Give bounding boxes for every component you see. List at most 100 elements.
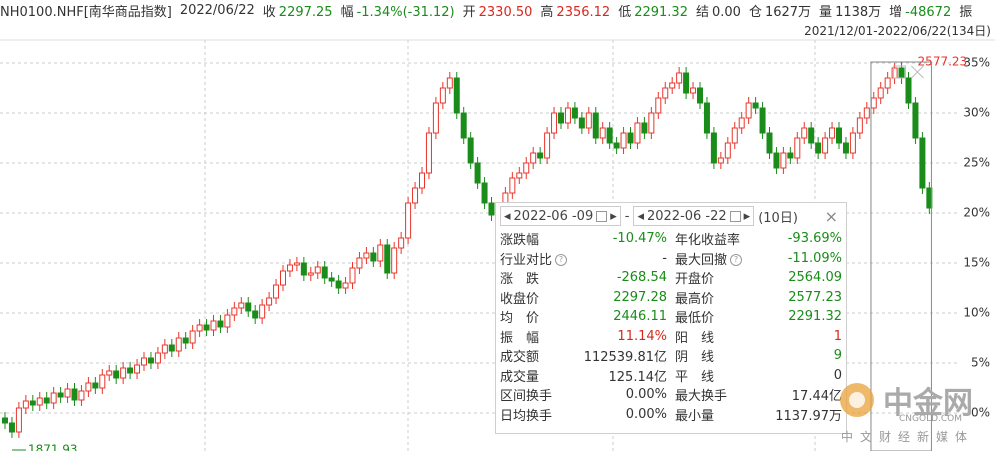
stat-label: 振 幅 — [500, 327, 580, 346]
candle-body — [523, 162, 530, 174]
candle-body — [446, 77, 453, 89]
candle-body — [627, 132, 634, 144]
field-value: -48672 — [905, 4, 952, 20]
field-label: 开 — [462, 4, 476, 20]
quote-field: 低 2291.32 — [618, 1, 688, 20]
candle-body — [766, 132, 773, 154]
stat-label-text: 最高价 — [675, 291, 715, 307]
candle-body — [127, 367, 134, 374]
quote-field: 仓 1627万 — [749, 1, 811, 20]
candle-body — [592, 112, 599, 139]
candle-body — [36, 397, 43, 406]
stat-label-text: 区间换手 — [500, 389, 553, 405]
stat-row: 行业对比? - 最大回撤? -11.09% — [496, 249, 846, 269]
stat-label-text: 平 线 — [675, 369, 715, 385]
stat-label: 均 价 — [500, 307, 580, 326]
candle-body — [759, 107, 766, 134]
candle-body — [703, 102, 710, 134]
candle-body — [801, 127, 808, 139]
candle-body — [669, 82, 676, 89]
candle-body — [564, 107, 571, 124]
candle-body — [99, 374, 106, 389]
candle-body — [752, 102, 759, 109]
stat-value: -93.69% — [787, 231, 842, 247]
candle-body — [460, 112, 467, 139]
candle-body — [724, 142, 731, 159]
candle-body — [286, 264, 293, 272]
date-box[interactable]: ◂ 2022-06 -09 ▸ — [500, 206, 621, 226]
date-box[interactable]: ◂ 2022-06 -22 ▸ — [633, 206, 755, 226]
candle-body — [439, 87, 446, 104]
candle-body — [71, 388, 78, 401]
stat-label-text: 振 幅 — [500, 330, 540, 346]
y-tick-label: 15% — [963, 256, 990, 270]
candle-body — [697, 87, 703, 104]
candle-body — [217, 320, 224, 328]
candle-body — [363, 252, 370, 259]
candle-body — [245, 302, 252, 312]
candle-body — [662, 87, 669, 99]
field-value: 2291.32 — [634, 4, 688, 20]
candle-body — [558, 112, 564, 124]
stat-value: 0 — [833, 367, 842, 383]
candle-body — [134, 364, 141, 374]
candle-body — [710, 132, 717, 164]
y-tick-label: 25% — [963, 156, 990, 170]
stat-label: 日均换手 — [500, 405, 580, 424]
stat-label: 开盘价 — [675, 268, 764, 287]
candle-body — [141, 357, 147, 366]
stat-value: 1137.97万 — [775, 408, 842, 424]
quote-field: 收 2297.25 — [263, 1, 333, 20]
quote-field: 幅 -1.34%(-31.12) — [341, 1, 455, 20]
stat-label-text: 最低价 — [675, 311, 715, 327]
help-icon: ? — [555, 254, 568, 267]
logo — [840, 383, 874, 417]
candle-body — [474, 162, 481, 184]
candle-body — [717, 157, 724, 164]
candle-body — [641, 122, 648, 134]
stats-panel: ◂ 2022-06 -09 ▸ - ◂ 2022-06 -22 ▸ (10日) … — [495, 202, 847, 434]
stat-row: 成交额 112539.81亿阴 线 9 — [496, 346, 846, 366]
stat-label: 平 线 — [675, 366, 764, 385]
stat-row: 区间换手 0.00% 最大换手 17.44亿 — [496, 385, 846, 405]
candle-body — [349, 267, 356, 284]
annotation: 1871.93 — [28, 443, 78, 451]
watermark: 中金网 CNGOLD.COM 中文财经新媒体 — [835, 378, 985, 448]
stat-label: 最大回撤? — [675, 249, 764, 268]
candle-body — [120, 367, 127, 379]
close-button[interactable]: × — [824, 206, 838, 226]
stat-value: 125.14亿 — [608, 369, 668, 385]
domain: CNGOLD.COM — [899, 414, 963, 424]
candle-body — [898, 67, 905, 79]
stat-row: 振 幅 11.14% 阳 线 1 — [496, 327, 846, 347]
candle-body — [78, 390, 85, 401]
candle-body — [488, 202, 495, 216]
candle-body — [655, 97, 662, 114]
candle-body — [92, 382, 99, 389]
y-tick-label: 0% — [971, 406, 990, 420]
field-value: 1138万 — [835, 4, 882, 20]
quote-header: NH0100.NHF[南华商品指数] 2022/06/22 收 2297.25 幅 -… — [0, 0, 972, 20]
candle-body — [836, 127, 842, 144]
y-tick-label: 10% — [963, 306, 990, 320]
candle-body — [578, 117, 585, 129]
candle-body — [419, 172, 425, 189]
candle-body — [210, 320, 217, 331]
stat-label-text: 最小量 — [675, 408, 715, 424]
stat-row: 涨 跌 -268.54 开盘价 2564.09 — [496, 268, 846, 288]
stat-label: 成交额 — [500, 346, 580, 365]
candle-body — [599, 127, 606, 139]
candle-body — [280, 270, 286, 286]
stat-label-text: 最大换手 — [675, 389, 728, 405]
stat-label-text: 日均换手 — [500, 408, 553, 424]
candle-body — [551, 112, 558, 134]
stat-label: 收盘价 — [500, 288, 580, 307]
stat-label-text: 涨 跌 — [500, 272, 540, 288]
stat-label: 区间换手 — [500, 385, 580, 404]
stat-value: 11.14% — [617, 328, 667, 344]
candle-body — [606, 127, 613, 144]
stat-label: 阳 线 — [675, 327, 764, 346]
candle-body — [196, 324, 203, 332]
candle-body — [175, 337, 182, 352]
